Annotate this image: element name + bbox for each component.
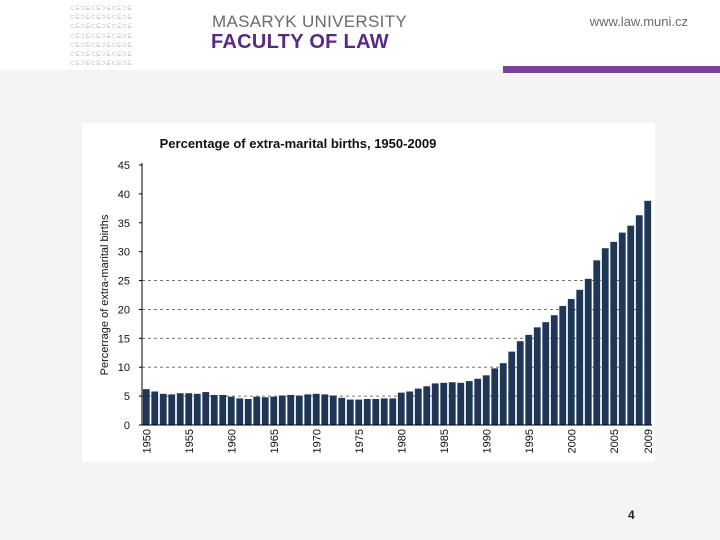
bar-1974 bbox=[346, 399, 354, 425]
bar-1957 bbox=[202, 392, 210, 425]
x-tick-label: 1970 bbox=[311, 429, 323, 453]
bar-1950 bbox=[142, 389, 150, 425]
chart-title: Percentage of extra-marital births, 1950… bbox=[160, 136, 437, 151]
y-axis-label: Percerrage of extra-marital births bbox=[99, 214, 111, 375]
bar-1981 bbox=[406, 391, 414, 425]
bar-1979 bbox=[389, 398, 397, 425]
bar-2009 bbox=[644, 200, 652, 425]
y-tick-label: 20 bbox=[118, 304, 130, 316]
bar-1968 bbox=[295, 395, 303, 425]
bar-1961 bbox=[236, 398, 244, 425]
y-tick-label: 25 bbox=[118, 276, 130, 288]
bar-2002 bbox=[584, 278, 592, 425]
y-tick-label: 5 bbox=[124, 391, 130, 403]
bar-1986 bbox=[448, 382, 456, 425]
bar-1994 bbox=[516, 341, 524, 425]
x-tick-label: 1995 bbox=[524, 429, 536, 453]
bar-1954 bbox=[176, 393, 184, 425]
bar-1970 bbox=[312, 393, 320, 425]
bar-2000 bbox=[567, 299, 575, 425]
bar-1995 bbox=[525, 334, 533, 425]
bar-1989 bbox=[474, 378, 482, 425]
x-tick-label: 1985 bbox=[439, 429, 451, 453]
x-tick-label: 2009 bbox=[643, 429, 655, 453]
bar-2001 bbox=[576, 289, 584, 425]
bar-1996 bbox=[533, 327, 541, 425]
bar-1992 bbox=[499, 363, 507, 425]
bar-1982 bbox=[414, 388, 422, 425]
bar-chart: Percentage of extra-marital births, 1950… bbox=[99, 136, 655, 453]
x-tick-label: 2000 bbox=[566, 429, 578, 453]
y-tick-label: 15 bbox=[118, 333, 130, 345]
bar-1958 bbox=[210, 394, 218, 425]
header: ⊂⊆⊃⊆⊂⊆⊃⊆⊂⊆⊃⊆ ⊂⊆⊃⊆⊂⊆⊃⊆⊂⊆⊃⊆ ⊂⊆⊃⊆⊂⊆⊃⊆⊂⊆⊃⊆ ⊂… bbox=[0, 0, 720, 70]
bar-1976 bbox=[363, 399, 371, 425]
site-url[interactable]: www.law.muni.cz bbox=[589, 14, 688, 29]
bar-1952 bbox=[159, 393, 167, 425]
bar-1969 bbox=[304, 394, 312, 425]
x-tick-label: 1990 bbox=[481, 429, 493, 453]
bar-2008 bbox=[635, 215, 643, 425]
x-tick-label: 1955 bbox=[184, 429, 196, 453]
bar-1985 bbox=[440, 382, 448, 425]
university-name: MASARYK UNIVERSITY bbox=[212, 12, 407, 31]
x-tick-label: 1975 bbox=[354, 429, 366, 453]
x-tick-label: 2005 bbox=[609, 429, 621, 453]
x-tick-label: 1960 bbox=[226, 429, 238, 453]
bar-1965 bbox=[270, 396, 278, 425]
bar-1998 bbox=[550, 315, 558, 425]
y-tick-label: 45 bbox=[118, 160, 130, 172]
bar-1984 bbox=[431, 383, 439, 425]
bar-1991 bbox=[491, 368, 499, 425]
accent-bar bbox=[503, 66, 720, 73]
bar-1993 bbox=[508, 351, 516, 425]
x-tick-label: 1950 bbox=[141, 429, 153, 453]
bar-1953 bbox=[168, 394, 176, 425]
bar-1980 bbox=[397, 392, 405, 425]
bar-1983 bbox=[423, 386, 431, 425]
bar-1959 bbox=[219, 394, 227, 425]
bar-1967 bbox=[287, 394, 295, 425]
bar-1975 bbox=[355, 399, 363, 425]
x-tick-label: 1980 bbox=[396, 429, 408, 453]
bar-2005 bbox=[610, 241, 618, 425]
bar-1977 bbox=[372, 399, 380, 425]
y-tick-label: 30 bbox=[118, 247, 130, 259]
y-tick-label: 35 bbox=[118, 218, 130, 230]
bar-1951 bbox=[151, 391, 159, 425]
university-logo-icon: ⊂⊆⊃⊆⊂⊆⊃⊆⊂⊆⊃⊆ ⊂⊆⊃⊆⊂⊆⊃⊆⊂⊆⊃⊆ ⊂⊆⊃⊆⊂⊆⊃⊆⊂⊆⊃⊆ ⊂… bbox=[70, 4, 133, 68]
bar-2006 bbox=[618, 232, 626, 425]
bar-1962 bbox=[244, 399, 252, 425]
bar-1960 bbox=[227, 396, 235, 425]
y-tick-label: 0 bbox=[124, 420, 130, 432]
bar-1990 bbox=[482, 375, 490, 425]
y-tick-label: 10 bbox=[118, 362, 130, 374]
bar-1963 bbox=[253, 396, 261, 425]
bar-2004 bbox=[601, 248, 609, 425]
faculty-name: FACULTY OF LAW bbox=[211, 31, 389, 53]
bar-1999 bbox=[559, 305, 567, 425]
bar-1971 bbox=[321, 394, 329, 425]
bar-1987 bbox=[457, 382, 465, 425]
bar-1955 bbox=[185, 393, 193, 425]
bar-1964 bbox=[261, 397, 269, 425]
bar-1966 bbox=[278, 395, 286, 425]
bar-1972 bbox=[329, 395, 337, 425]
y-tick-label: 40 bbox=[118, 189, 130, 201]
bar-1978 bbox=[380, 398, 388, 425]
bar-1973 bbox=[338, 397, 346, 425]
bar-2007 bbox=[627, 225, 635, 425]
chart-container: Percentage of extra-marital births, 1950… bbox=[82, 123, 655, 462]
bar-2003 bbox=[593, 260, 601, 425]
x-tick-label: 1965 bbox=[269, 429, 281, 453]
bar-1956 bbox=[193, 393, 201, 425]
page-number: 4 bbox=[628, 508, 635, 522]
bar-1997 bbox=[542, 322, 550, 425]
bar-1988 bbox=[465, 381, 473, 425]
